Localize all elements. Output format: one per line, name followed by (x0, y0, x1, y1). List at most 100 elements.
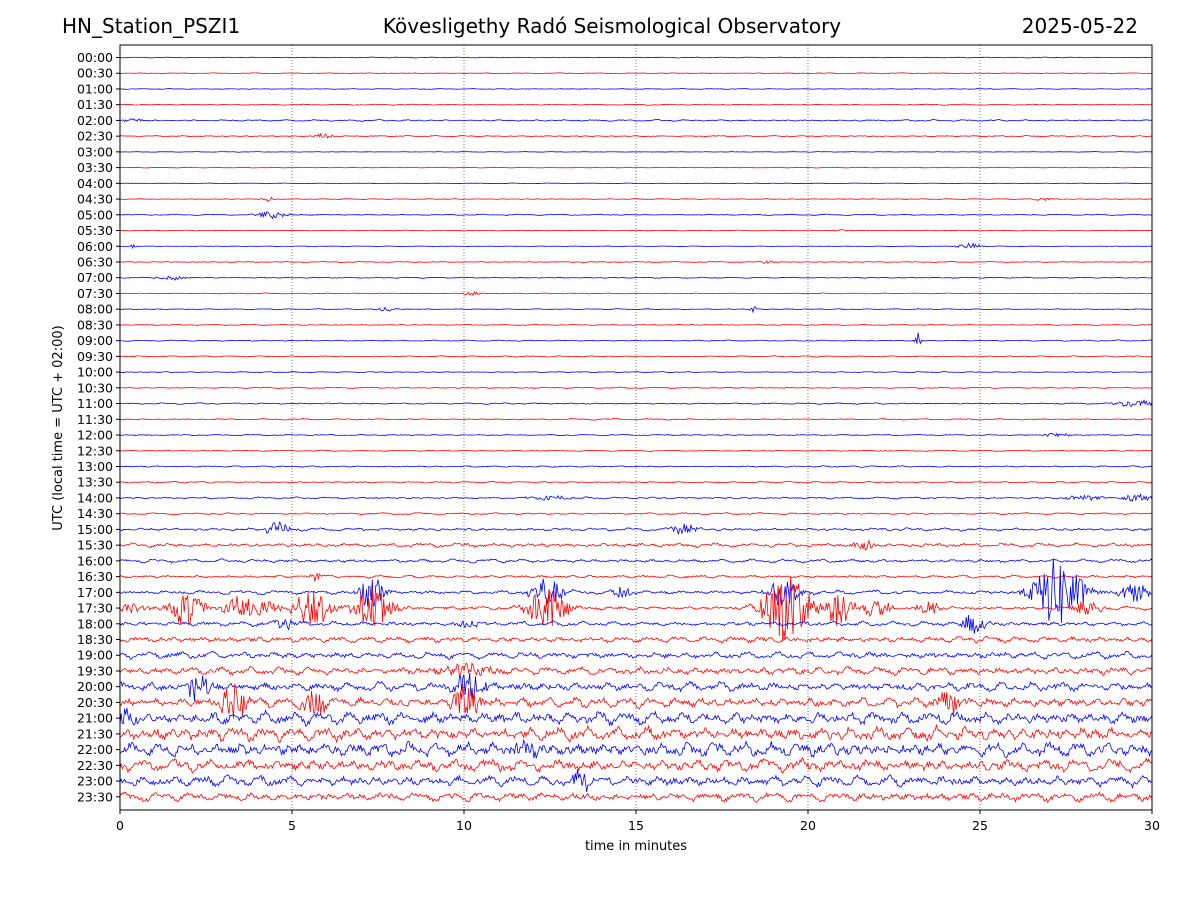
y-tick-label: 09:30 (77, 349, 113, 364)
trace-row-0830 (119, 323, 1153, 326)
x-tick-label: 5 (288, 818, 296, 833)
trace-row-2000 (119, 673, 1153, 701)
x-tick-label: 15 (628, 818, 644, 833)
y-tick-label: 19:00 (77, 648, 113, 663)
trace-row-1330 (119, 480, 1153, 484)
trace-row-2300 (119, 769, 1153, 793)
trace-row-1500 (119, 521, 1153, 535)
y-tick-label: 07:00 (77, 270, 113, 285)
trace-row-2230 (119, 756, 1153, 774)
y-tick-label: 22:30 (77, 758, 113, 773)
trace-row-1030 (119, 386, 1153, 389)
trace-row-0200 (119, 118, 1153, 123)
y-tick-label: 23:00 (77, 774, 113, 789)
x-tick-label: 10 (456, 818, 472, 833)
y-tick-label: 16:00 (77, 553, 113, 568)
y-tick-label: 16:30 (77, 569, 113, 584)
y-tick-label: 18:30 (77, 632, 113, 647)
trace-row-0230 (119, 132, 1153, 139)
chart-title: Kövesligethy Radó Seismological Observat… (382, 14, 842, 38)
trace-row-1130 (119, 418, 1153, 421)
y-tick-label: 20:00 (77, 679, 113, 694)
trace-row-0630 (119, 259, 1153, 265)
trace-row-1830 (119, 635, 1153, 645)
trace-row-0500 (119, 211, 1153, 220)
y-tick-label: 13:30 (77, 475, 113, 490)
y-tick-label: 23:30 (77, 789, 113, 804)
y-tick-label: 08:30 (77, 317, 113, 332)
seismogram-traces (119, 56, 1153, 804)
trace-row-0700 (119, 275, 1153, 281)
trace-row-1430 (119, 512, 1153, 516)
x-tick-label: 20 (800, 818, 816, 833)
station-name: HN_Station_PSZI1 (62, 14, 241, 38)
y-tick-label: 01:30 (77, 97, 113, 112)
trace-row-0000 (119, 56, 1153, 59)
y-tick-label: 05:30 (77, 223, 113, 238)
y-tick-label: 19:30 (77, 663, 113, 678)
trace-row-2200 (119, 738, 1153, 759)
trace-row-0600 (119, 242, 1153, 250)
x-tick-label: 0 (116, 818, 124, 833)
y-tick-label: 13:00 (77, 459, 113, 474)
y-tick-label: 21:00 (77, 711, 113, 726)
trace-row-1530 (119, 539, 1153, 551)
y-tick-label: 12:30 (77, 443, 113, 458)
y-tick-label: 18:00 (77, 616, 113, 631)
trace-row-0400 (119, 182, 1153, 185)
y-tick-label: 05:00 (77, 207, 113, 222)
trace-row-2330 (119, 791, 1153, 804)
chart-date: 2025-05-22 (1021, 14, 1138, 38)
trace-row-0300 (119, 151, 1153, 153)
y-tick-label: 04:30 (77, 192, 113, 207)
y-tick-label: 17:00 (77, 585, 113, 600)
trace-row-1300 (119, 465, 1153, 468)
trace-row-2030 (119, 683, 1153, 719)
trace-row-1200 (119, 432, 1153, 438)
trace-row-1730 (119, 576, 1153, 642)
trace-row-1630 (119, 572, 1153, 582)
trace-row-1000 (119, 371, 1153, 374)
trace-row-0430 (119, 196, 1153, 203)
y-tick-label: 08:00 (77, 302, 113, 317)
y-tick-label: 03:00 (77, 144, 113, 159)
trace-row-0030 (119, 72, 1153, 75)
y-tick-label: 06:00 (77, 239, 113, 254)
y-tick-label: 17:30 (77, 601, 113, 616)
y-tick-label: 04:00 (77, 176, 113, 191)
y-tick-label: 22:00 (77, 742, 113, 757)
x-ticks: 0 5 10 15 20 25 30 (116, 810, 1160, 833)
trace-row-0930 (119, 355, 1153, 358)
trace-row-0530 (119, 229, 1153, 232)
trace-row-0730 (119, 290, 1153, 297)
y-tick-label: 15:00 (77, 522, 113, 537)
y-tick-label: 00:30 (77, 66, 113, 81)
trace-row-1400 (119, 492, 1153, 502)
trace-row-0130 (119, 103, 1153, 106)
y-tick-label: 09:00 (77, 333, 113, 348)
y-tick-label: 12:00 (77, 428, 113, 443)
x-tick-label: 30 (1144, 818, 1160, 833)
y-tick-labels: 00:0000:3001:0001:3002:0002:3003:0003:30… (77, 50, 120, 804)
trace-row-1930 (119, 661, 1153, 678)
trace-row-2130 (119, 723, 1153, 744)
trace-row-1230 (119, 449, 1153, 452)
y-tick-label: 15:30 (77, 538, 113, 553)
y-tick-label: 00:00 (77, 50, 113, 65)
trace-row-1600 (119, 558, 1153, 564)
y-tick-label: 21:30 (77, 726, 113, 741)
trace-row-0900 (119, 332, 1153, 345)
x-axis-label: time in minutes (585, 839, 687, 854)
y-tick-label: 11:30 (77, 412, 113, 427)
y-tick-label: 10:30 (77, 380, 113, 395)
trace-row-1800 (119, 615, 1153, 634)
y-tick-label: 14:30 (77, 506, 113, 521)
plot-frame (119, 44, 1153, 811)
y-tick-label: 11:00 (77, 396, 113, 411)
y-tick-label: 10:00 (77, 365, 113, 380)
vertical-gridlines (291, 45, 981, 810)
y-tick-label: 14:00 (77, 490, 113, 505)
trace-row-1100 (119, 399, 1153, 408)
trace-row-1900 (119, 650, 1153, 661)
